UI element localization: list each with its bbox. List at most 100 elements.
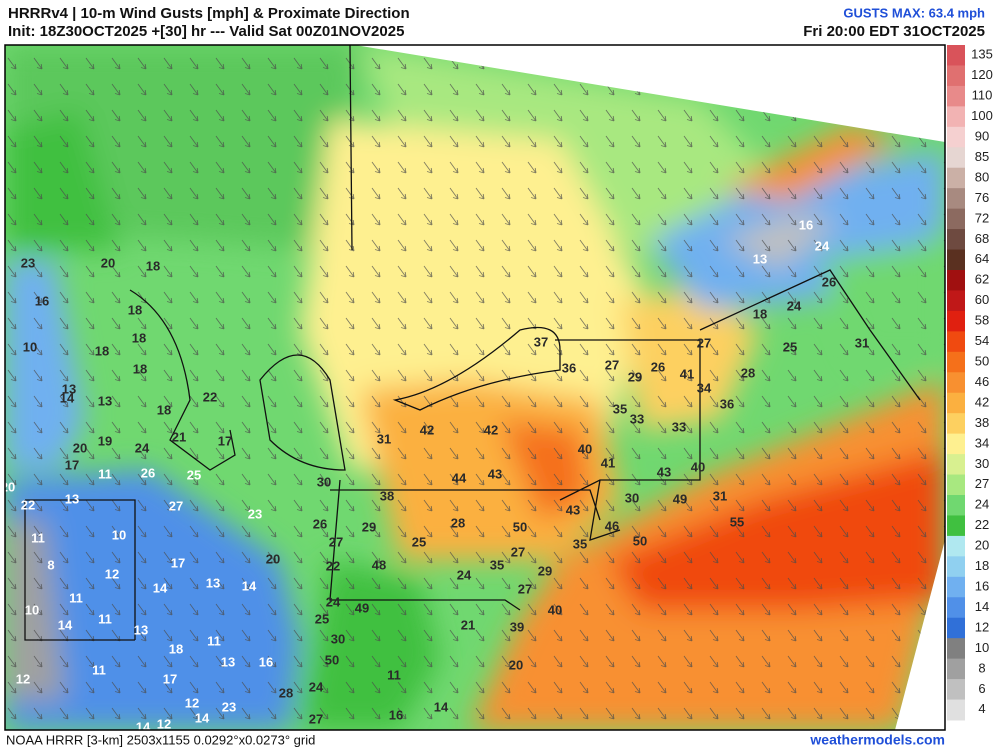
colorbar-swatch xyxy=(947,454,965,476)
gust-label: 20 xyxy=(73,440,87,455)
gust-label: 20 xyxy=(1,479,15,494)
gust-label: 39 xyxy=(510,619,524,634)
gust-label: 42 xyxy=(420,422,434,437)
colorbar-swatch xyxy=(947,310,965,332)
gust-label: 19 xyxy=(98,433,112,448)
colorbar-swatch xyxy=(947,556,965,578)
gust-label: 10 xyxy=(112,527,126,542)
colorbar-label: 64 xyxy=(975,251,989,266)
colorbar-swatch xyxy=(947,126,965,148)
gust-label: 14 xyxy=(242,578,257,593)
colorbar-swatch xyxy=(947,351,965,373)
colorbar-swatch xyxy=(947,495,965,516)
gust-label: 18 xyxy=(95,343,109,358)
gust-label: 13 xyxy=(221,654,235,669)
gust-label: 14 xyxy=(153,580,168,595)
colorbar-label: 60 xyxy=(975,292,989,307)
gust-label: 20 xyxy=(101,255,115,270)
gust-label: 34 xyxy=(697,380,712,395)
colorbar-swatch xyxy=(947,413,965,435)
colorbar-label: 68 xyxy=(975,231,989,246)
gust-label: 27 xyxy=(518,581,532,596)
gust-label: 17 xyxy=(171,555,185,570)
gust-label: 35 xyxy=(573,536,587,551)
gust-label: 20 xyxy=(509,657,523,672)
gust-label: 24 xyxy=(457,567,472,582)
gust-label: 14 xyxy=(136,719,151,734)
gust-label: 49 xyxy=(673,491,687,506)
gust-label: 36 xyxy=(720,396,734,411)
gust-label: 12 xyxy=(16,671,30,686)
colorbar-swatch xyxy=(947,474,965,496)
gust-label: 43 xyxy=(566,502,580,517)
gust-label: 35 xyxy=(490,557,504,572)
colorbar-label: 20 xyxy=(975,538,989,553)
gust-label: 10 xyxy=(25,602,39,617)
colorbar-label: 54 xyxy=(975,333,989,348)
gust-label: 21 xyxy=(461,617,475,632)
gust-label: 38 xyxy=(380,488,394,503)
gust-label: 50 xyxy=(325,652,339,667)
gust-label: 26 xyxy=(651,359,665,374)
gust-label: 55 xyxy=(730,514,744,529)
gust-label: 17 xyxy=(163,671,177,686)
colorbar-swatch xyxy=(947,433,965,455)
colorbar-swatch xyxy=(947,65,965,87)
colorbar-swatch xyxy=(947,331,965,353)
gust-label: 27 xyxy=(309,711,323,726)
gust-label: 25 xyxy=(783,339,797,354)
colorbar-swatch xyxy=(947,208,965,230)
gust-label: 11 xyxy=(31,530,45,545)
gust-label: 33 xyxy=(672,419,686,434)
subtitle: Init: 18Z30OCT2025 +[30] hr --- Valid Sa… xyxy=(8,23,404,40)
gust-label: 18 xyxy=(128,302,142,317)
gust-label: 28 xyxy=(741,365,755,380)
colorbar-swatch xyxy=(947,576,965,598)
valid-local: Fri 20:00 EDT 31OCT2025 xyxy=(803,23,985,40)
colorbar-label: 76 xyxy=(975,190,989,205)
colorbar-label: 90 xyxy=(975,128,989,143)
colorbar-label: 14 xyxy=(975,599,989,614)
colorbar-swatch xyxy=(947,535,965,557)
colorbar-swatch xyxy=(947,658,965,680)
gust-label: 14 xyxy=(195,710,210,725)
gust-label: 14 xyxy=(58,617,73,632)
map-frame xyxy=(4,44,946,731)
gust-label: 40 xyxy=(578,441,592,456)
gust-label: 10 xyxy=(23,339,37,354)
gust-label: 49 xyxy=(355,600,369,615)
gust-label: 37 xyxy=(534,334,548,349)
gust-label: 30 xyxy=(331,631,345,646)
gust-label: 24 xyxy=(326,594,341,609)
gust-label: 25 xyxy=(187,467,201,482)
gust-label: 25 xyxy=(412,534,426,549)
gust-label: 18 xyxy=(169,641,183,656)
gust-label: 26 xyxy=(141,465,155,480)
gust-label: 25 xyxy=(315,611,329,626)
gust-label: 11 xyxy=(207,633,221,648)
gust-label: 11 xyxy=(69,590,83,605)
gust-label: 27 xyxy=(511,544,525,559)
colorbar-label: 72 xyxy=(975,210,989,225)
gust-label: 31 xyxy=(713,488,727,503)
gust-label: 18 xyxy=(133,361,147,376)
colorbar-label: 24 xyxy=(975,497,989,512)
gust-label: 24 xyxy=(135,440,150,455)
gust-label: 20 xyxy=(266,551,280,566)
gust-label: 13 xyxy=(62,381,76,396)
colorbar-label: 34 xyxy=(975,435,989,450)
colorbar: 1351201101009085807672686462605854504642… xyxy=(947,45,993,721)
gust-label: 23 xyxy=(21,255,35,270)
colorbar-label: 22 xyxy=(975,517,989,532)
gust-label: 22 xyxy=(326,558,340,573)
gust-label: 18 xyxy=(146,258,160,273)
gust-label: 35 xyxy=(613,401,627,416)
colorbar-swatch xyxy=(947,679,965,701)
colorbar-swatch xyxy=(947,45,965,66)
gust-label: 11 xyxy=(98,611,112,626)
colorbar-swatch xyxy=(947,699,965,721)
gust-label: 11 xyxy=(92,662,106,677)
gust-label: 12 xyxy=(185,695,199,710)
colorbar-swatch xyxy=(947,270,965,291)
gust-label: 22 xyxy=(21,497,35,512)
